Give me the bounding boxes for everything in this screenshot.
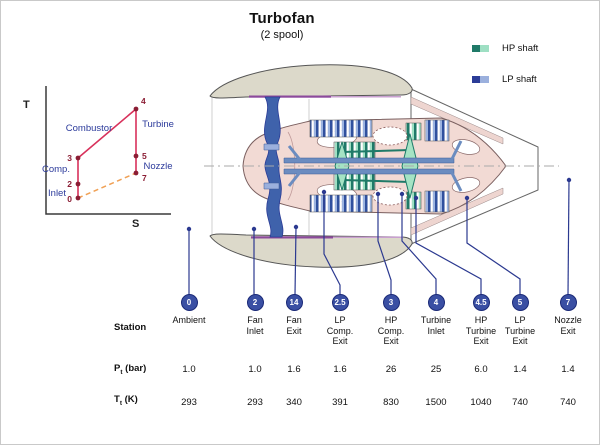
ts-points [75,106,139,201]
station-tt-14: 340 [286,397,302,408]
station-badge-3: 3 [382,294,400,311]
station-pt-0: 1.0 [182,364,196,375]
ts-axes [45,86,171,215]
station-leader-lines [188,179,570,296]
ts-point-3: 3 [67,153,72,163]
station-tt-4-5: 1040 [470,397,492,408]
ts-label-comp: Comp. [42,164,70,175]
page-title: Turbofan [249,10,315,27]
station-badge-5: 5 [511,294,529,311]
station-badge-0: 0 [180,294,198,311]
station-name-4-5: HP Turbine Exit [465,315,497,346]
station-name-0: Ambient [172,315,206,325]
legend-hp-shaft: HP shaft [472,42,539,54]
station-pt-2: 1.0 [248,364,262,375]
spinner-joint-line [287,131,296,201]
station-name-7: Nozzle Exit [554,315,582,336]
station-row-header: Station [114,322,147,333]
station-tt-4: 1500 [425,397,447,408]
station-tt-3: 830 [383,397,399,408]
station-column-14: 14 Fan Exit 1.6 340 [264,294,324,408]
engine-cutaway [204,64,559,268]
legend-hp-label: HP shaft [502,42,539,54]
station-column-2: 2 Fan Inlet 1.0 293 [225,294,285,408]
lpc-blades-top [309,119,373,138]
station-name-5: LP Turbine Exit [504,315,536,346]
station-pt-3: 26 [385,364,397,375]
lpt-blades-top [424,119,450,142]
ts-label-turbine: Turbine [142,119,174,130]
nacelle-top [209,64,413,99]
ts-point-4: 4 [141,96,146,106]
station-name-3: HP Comp. Exit [377,315,405,346]
nacelle-bottom [209,233,413,268]
station-tt-5: 740 [512,397,528,408]
station-tt-2-5: 391 [332,397,348,408]
pt-row-header: Pt (bar) [114,363,147,376]
ts-point-5: 5 [142,151,147,161]
hpt-blades-top [405,122,422,141]
station-pt-5: 1.4 [513,364,527,375]
station-pt-14: 1.6 [287,364,301,375]
station-badge-7: 7 [559,294,577,311]
page-subtitle: (2 spool) [260,29,304,41]
ts-x-axis-label: S [132,218,139,230]
legend-lp-label: LP shaft [502,73,537,85]
fan-liner-strips [249,95,403,239]
station-column-4: 4 Turbine Inlet 25 1500 [406,294,466,408]
lp-shaft [283,140,463,192]
ts-label-combustor: Combustor [66,123,112,134]
station-column-7: 7 Nozzle Exit 1.4 740 [538,294,598,408]
station-pt-4-5: 6.0 [474,364,488,375]
ts-y-axis-label: T [23,99,30,111]
station-badge-14: 14 [285,294,303,311]
station-column-0: 0 Ambient 1.0 293 [159,294,219,408]
ts-point-7: 7 [142,173,147,183]
lpt-blades-bottom [424,190,450,213]
legend-lp-shaft: LP shaft [472,73,537,85]
station-badge-2-5: 2.5 [331,294,349,311]
bypass-wall-bottom [410,187,504,236]
ts-ambient-dashed-line [77,172,137,199]
hp-shaft-swatch [472,44,489,52]
lpc-blades-bottom [309,194,373,213]
tt-row-header: Tt (K) [114,394,138,407]
ts-label-inlet: Inlet [48,188,66,199]
lp-shaft-swatch [472,75,489,83]
station-leader-dots [186,177,572,232]
ts-label-nozzle: Nozzle [143,161,172,172]
station-column-4-5: 4.5 HP Turbine Exit 6.0 1040 [451,294,511,408]
bypass-wall-top [410,96,504,145]
ts-point-2: 2 [67,179,72,189]
station-name-14: Fan Exit [286,315,302,336]
hpt-blades-bottom [405,191,422,210]
station-column-2-5: 2.5 LP Comp. Exit 1.6 391 [310,294,370,408]
station-badge-4-5: 4.5 [472,294,490,311]
station-column-3: 3 HP Comp. Exit 26 830 [361,294,421,408]
station-name-4: Turbine Inlet [420,315,452,336]
station-name-2: Fan Inlet [246,315,264,336]
station-pt-7: 1.4 [561,364,575,375]
ts-point-0: 0 [67,194,72,204]
station-pt-4: 25 [430,364,442,375]
fan-hub-tags [263,143,280,190]
combustor [372,126,408,206]
station-badge-2: 2 [246,294,264,311]
ts-diagram: T S 0 2 3 4 5 7 Combustor Turbine Comp. … [23,86,174,230]
station-tt-7: 740 [560,397,576,408]
station-tt-0: 293 [181,397,197,408]
station-column-5: 5 LP Turbine Exit 1.4 740 [490,294,550,408]
station-tt-2: 293 [247,397,263,408]
station-badge-4: 4 [427,294,445,311]
station-pt-2-5: 1.6 [333,364,347,375]
station-name-2-5: LP Comp. Exit [326,315,354,346]
